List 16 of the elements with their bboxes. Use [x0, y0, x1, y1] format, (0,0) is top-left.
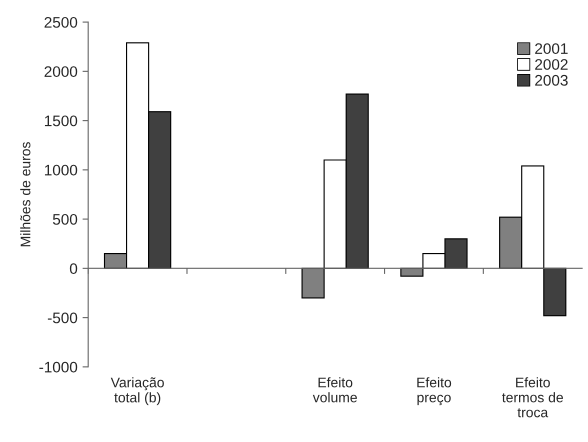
legend-label: 2002	[535, 59, 568, 70]
x-tick-label: Efeito volume	[312, 377, 357, 402]
y-tick-label: 0	[70, 263, 78, 274]
y-tick-label: 1500	[44, 115, 78, 126]
x-tick-label: Efeito termos de troca	[502, 377, 563, 418]
y-tick-label: 500	[52, 214, 78, 225]
legend-label: 2001	[535, 43, 568, 54]
x-tick-label: Variação total (b)	[110, 377, 164, 406]
legend-label: 2003	[535, 74, 568, 86]
y-tick-label: -1000	[39, 362, 78, 373]
y-tick-label: 2500	[44, 16, 78, 28]
x-tick-label: Efeito preço	[417, 377, 452, 406]
y-tick-label: 1000	[44, 164, 78, 176]
y-tick-label: 2000	[44, 66, 78, 78]
y-tick-label: -500	[48, 312, 78, 324]
y-axis-title: Milhões de euros	[20, 142, 30, 246]
